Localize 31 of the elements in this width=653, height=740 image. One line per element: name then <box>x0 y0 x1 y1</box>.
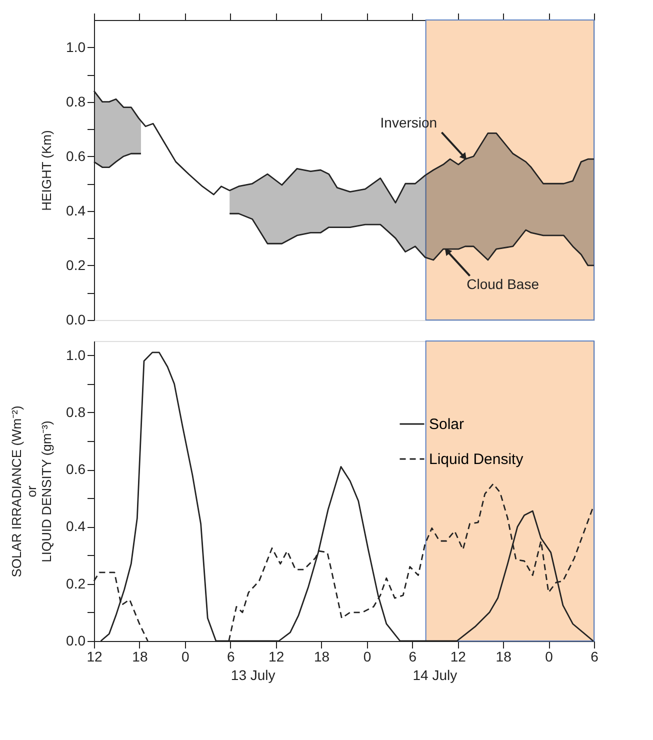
y-tick-label: 0.8 <box>66 404 86 420</box>
x-tick-label: 0 <box>363 648 372 664</box>
y-tick-label: 1.0 <box>66 38 86 55</box>
y-axis-title: HEIGHT (Km) <box>39 130 54 211</box>
text: 13 July <box>230 667 276 683</box>
y-tick-label: 0.2 <box>66 256 86 273</box>
y-tick-label: 0.6 <box>66 461 86 478</box>
x-tick-label: 18 <box>132 648 148 664</box>
y-tick-label: 1.0 <box>66 346 86 363</box>
x-tick-label: 0 <box>545 648 554 664</box>
x-tick-label: 12 <box>268 648 284 664</box>
x-tick-label: 0 <box>182 648 190 664</box>
x-tick-label: 6 <box>408 648 417 664</box>
y-tick-label: 0.0 <box>66 632 86 648</box>
legend-label: Liquid Density <box>429 451 524 468</box>
annotation: Cloud Base <box>466 276 540 292</box>
y-tick-label: 0.6 <box>66 148 86 164</box>
y-tick-label: 0.4 <box>66 202 86 218</box>
x-tick-label: 6 <box>590 648 599 664</box>
x-tick-label: 18 <box>314 648 330 664</box>
x-tick-label: 12 <box>450 648 466 664</box>
x-tick-label: 12 <box>86 648 102 664</box>
y-tick-label: 0.0 <box>66 312 86 328</box>
y-tick-label: 0.4 <box>66 518 86 534</box>
text: 14 July <box>412 667 458 683</box>
y-tick-label: 0.2 <box>66 575 86 592</box>
x-tick-label: 6 <box>226 648 235 664</box>
x-tick-label: 18 <box>496 648 512 664</box>
y-axis-title: SOLAR IRRADIANCE (Wm⁻²) or LIQUID DENSITY (gm⁻³) <box>9 406 54 578</box>
legend-label: Solar <box>429 416 464 433</box>
y-tick-label: 0.8 <box>66 93 86 110</box>
